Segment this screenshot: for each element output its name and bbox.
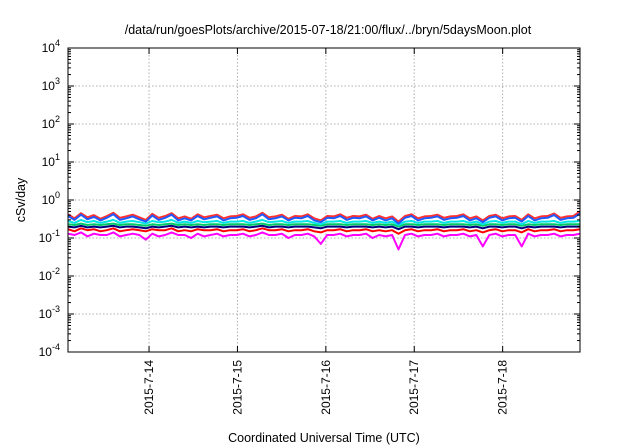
y-tick-label: 10-2 <box>39 266 60 283</box>
x-tick-label: 2015-7-14 <box>142 360 156 415</box>
chart-title: /data/run/goesPlots/archive/2015-07-18/2… <box>125 23 532 37</box>
series-group <box>67 210 581 251</box>
x-tick-label: 2015-7-17 <box>407 360 421 415</box>
y-tick-label: 103 <box>42 76 60 93</box>
series-line <box>67 210 581 223</box>
x-tick-label: 2015-7-15 <box>230 360 244 415</box>
series-line <box>67 231 581 251</box>
series-line <box>67 212 581 225</box>
y-axis-label: cSv/day <box>14 177 28 222</box>
series-line <box>67 222 580 228</box>
y-tick-label: 10-3 <box>39 304 60 321</box>
x-tick-label: 2015-7-16 <box>319 360 333 415</box>
series-line <box>67 224 580 231</box>
x-axis-label: Coordinated Universal Time (UTC) <box>228 431 420 445</box>
ticks: 10-4 10-3 10-2 10-1 100 101 102 103 104 2015-7-14… <box>39 38 580 415</box>
y-tick-label: 10-4 <box>39 342 60 359</box>
grid <box>68 48 580 352</box>
y-tick-label: 104 <box>42 38 60 55</box>
series-line <box>67 218 581 226</box>
x-tick-label: 2015-7-18 <box>496 360 510 415</box>
y-tick-label: 101 <box>42 152 60 169</box>
y-tick-label: 100 <box>42 190 60 207</box>
series-line <box>67 227 581 235</box>
y-tick-label: 102 <box>42 114 60 131</box>
y-tick-label: 10-1 <box>39 228 60 245</box>
